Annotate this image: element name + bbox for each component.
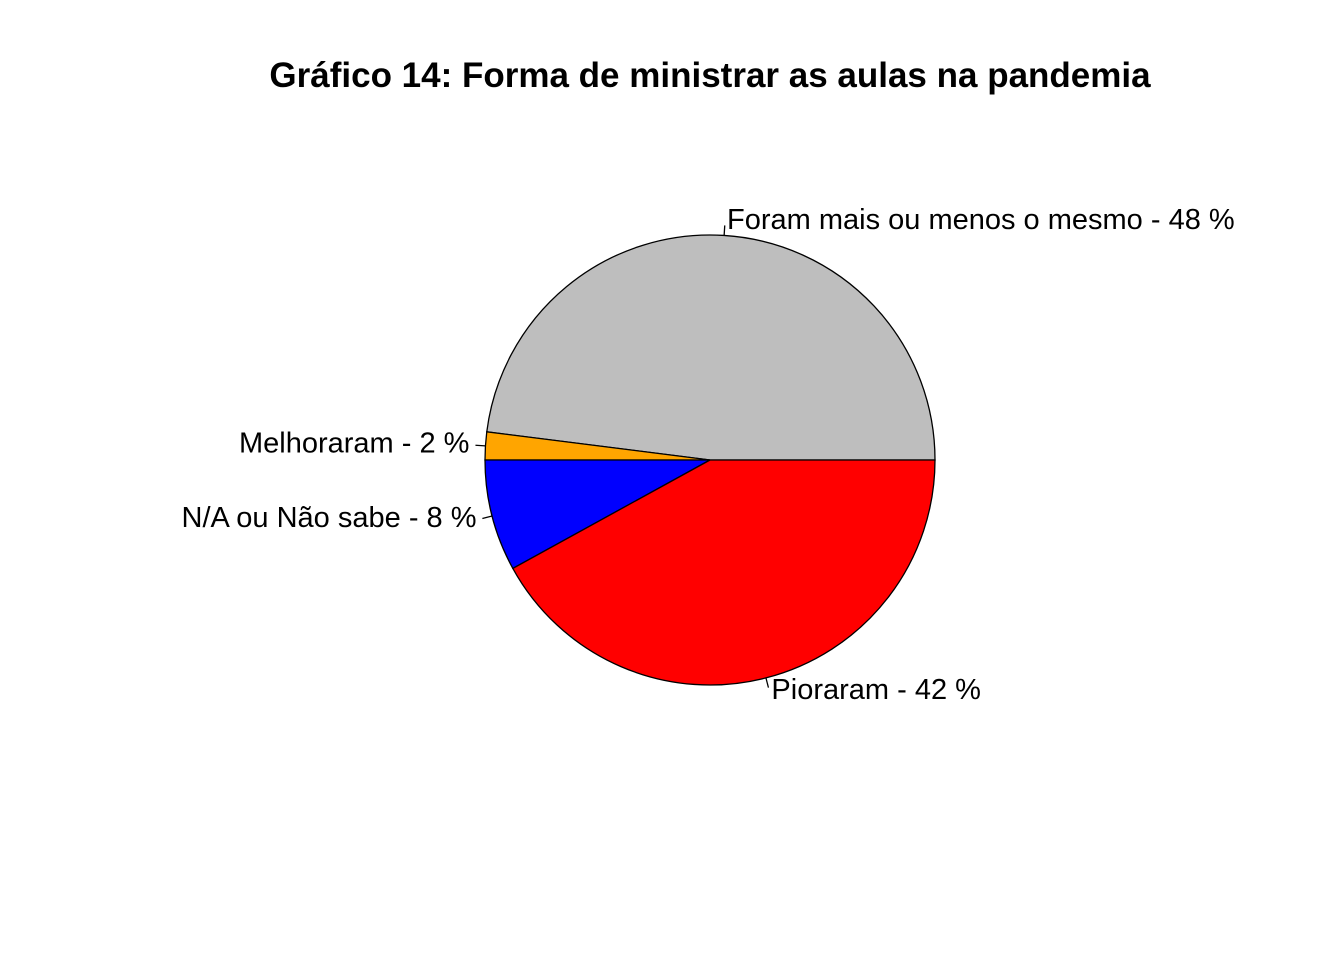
- pie-slice-label: Melhoraram - 2 %: [239, 428, 469, 460]
- pie-leader-line: [765, 677, 770, 688]
- pie-slice-label: Pioraram - 42 %: [771, 674, 981, 706]
- chart-title: Gráfico 14: Forma de ministrar as aulas …: [269, 56, 1151, 95]
- pie-leader-line: [475, 444, 486, 447]
- pie-leader-line: [723, 225, 726, 236]
- pie-leader-line: [482, 515, 493, 520]
- pie-slice-label: Foram mais ou menos o mesmo - 48 %: [727, 204, 1235, 236]
- pie-slice-foram-mais-ou-menos-o-mesmo: [486, 234, 936, 461]
- pie-slice-label: N/A ou Não sabe - 8 %: [182, 502, 477, 534]
